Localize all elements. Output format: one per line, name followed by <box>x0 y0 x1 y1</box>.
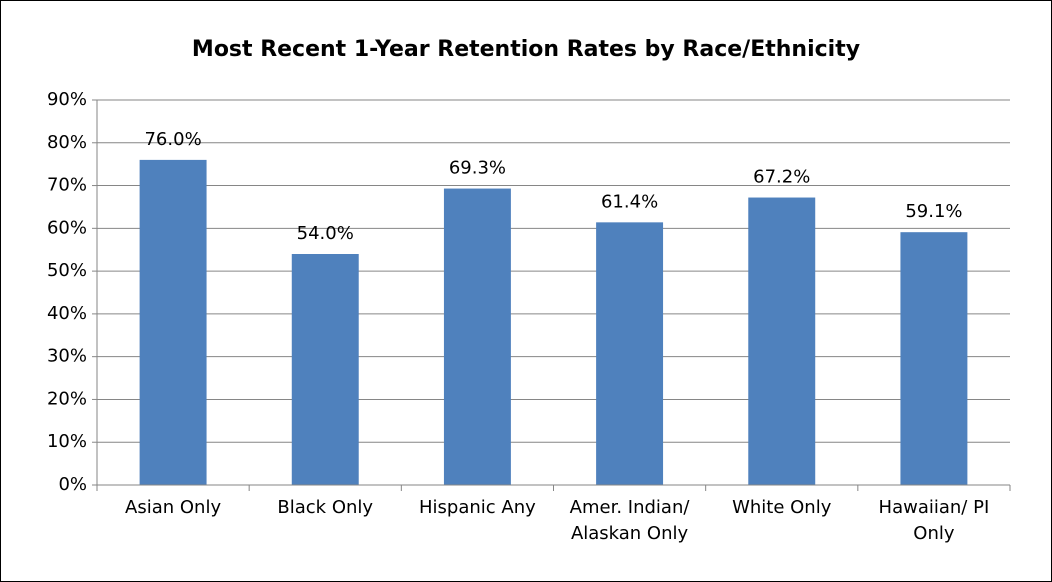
x-tick-label: Black Only <box>277 497 374 518</box>
bar <box>596 222 664 485</box>
data-label: 59.1% <box>905 201 962 222</box>
data-label: 76.0% <box>144 129 201 150</box>
data-label: 61.4% <box>601 191 658 212</box>
x-tick-label: White Only <box>732 497 832 518</box>
data-label: 67.2% <box>753 167 810 188</box>
y-tick-label: 60% <box>47 217 87 238</box>
bar <box>900 232 968 485</box>
y-tick-label: 40% <box>47 303 87 324</box>
y-tick-label: 20% <box>47 388 87 409</box>
bar <box>139 159 207 485</box>
data-label: 69.3% <box>449 158 506 179</box>
x-tick-label: Hawaiian/ PI Only <box>878 497 990 544</box>
y-tick-label: 0% <box>58 474 87 495</box>
x-tick-label: Hispanic Any <box>419 497 536 518</box>
y-tick-label: 50% <box>47 260 87 281</box>
y-tick-label: 10% <box>47 431 87 452</box>
y-tick-label: 70% <box>47 175 87 196</box>
y-tick-label: 30% <box>47 346 87 367</box>
bar <box>443 188 511 486</box>
bar <box>291 254 359 485</box>
data-label: 54.0% <box>297 223 354 244</box>
chart-title: Most Recent 1-Year Retention Rates by Ra… <box>192 37 860 62</box>
x-tick-label: Asian Only <box>125 497 222 518</box>
x-tick-label: Amer. Indian/ Alaskan Only <box>569 497 690 544</box>
y-tick-label: 90% <box>47 89 87 110</box>
y-tick-label: 80% <box>47 132 87 153</box>
bar <box>748 197 816 486</box>
